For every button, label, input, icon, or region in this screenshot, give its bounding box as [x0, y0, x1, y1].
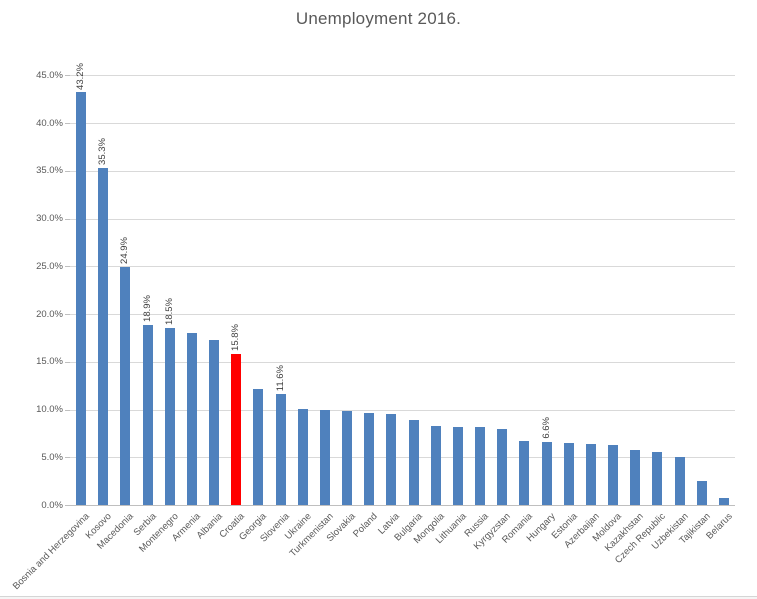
bar-serbia	[142, 324, 153, 505]
bar-bulgaria	[408, 420, 419, 505]
bar-bosnia-and-herzegovina	[76, 92, 87, 505]
y-axis-tick	[65, 409, 70, 411]
data-label-serbia: 18.9%	[141, 294, 153, 322]
y-axis-label: 25.0%	[36, 260, 63, 272]
y-axis-tick	[65, 218, 70, 220]
bar-estonia	[563, 442, 574, 505]
gridline-40	[70, 123, 735, 124]
y-axis-tick	[65, 505, 70, 506]
data-label-hungary: 6.6%	[540, 417, 552, 439]
y-axis-label: 20.0%	[36, 308, 63, 320]
y-axis-label: 10.0%	[36, 404, 63, 415]
bar-poland	[364, 413, 375, 505]
y-axis-label: 5.0%	[41, 451, 63, 463]
bar-georgia	[253, 389, 264, 505]
gridline-45	[70, 75, 735, 77]
bar-uzbekistan	[674, 457, 685, 505]
y-axis-label: 35.0%	[36, 165, 63, 177]
y-axis-label: 15.0%	[36, 356, 63, 368]
y-axis-label: 40.0%	[36, 117, 63, 129]
window-bottom-edge	[0, 596, 757, 599]
bar-ukraine	[297, 408, 308, 505]
y-axis-tick	[65, 75, 70, 77]
bar-slovenia	[275, 394, 286, 505]
bar-romania	[519, 441, 530, 505]
y-axis-tick	[65, 123, 70, 124]
y-axis-tick	[65, 170, 70, 172]
data-label-montenegro: 18.5%	[163, 298, 175, 326]
bar-croatia	[231, 354, 242, 505]
bar-macedonia	[120, 267, 131, 505]
x-axis-line	[70, 505, 735, 506]
bar-belarus	[718, 498, 729, 505]
bar-kosovo	[98, 167, 109, 505]
bar-tajikistan	[696, 481, 707, 505]
bar-turkmenistan	[319, 409, 330, 505]
y-axis-tick	[65, 457, 70, 459]
y-axis-label: 45.0%	[36, 69, 63, 81]
data-label-slovenia: 11.6%	[274, 365, 286, 392]
bar-hungary	[541, 441, 552, 505]
data-label-macedonia: 24.9%	[119, 237, 131, 265]
data-label-bosnia-and-herzegovina: 43.2%	[75, 62, 87, 90]
bar-moldova	[608, 444, 619, 505]
bar-russia	[475, 426, 486, 505]
bar-lithuania	[452, 426, 463, 505]
bar-armenia	[186, 333, 197, 505]
bar-latvia	[386, 414, 397, 505]
gridline-20	[70, 314, 735, 315]
gridline-35	[70, 170, 735, 172]
data-label-croatia: 15.8%	[230, 324, 242, 352]
y-axis-tick	[65, 266, 70, 268]
y-axis-label: 30.0%	[36, 213, 63, 224]
gridline-10	[70, 409, 735, 411]
bar-kazakhstan	[630, 449, 641, 505]
bar-albania	[209, 339, 220, 505]
bar-mongolia	[430, 425, 441, 505]
bar-azerbaijan	[585, 443, 596, 505]
chart-title: Unemployment 2016.	[295, 9, 462, 28]
bar-czech-republic	[652, 451, 663, 505]
gridline-30	[70, 218, 735, 220]
bar-slovakia	[342, 411, 353, 505]
y-axis-label: 0.0%	[41, 499, 63, 511]
gridline-5	[70, 457, 735, 459]
gridline-25	[70, 266, 735, 268]
bar-kyrgyzstan	[497, 428, 508, 505]
y-axis-tick	[65, 314, 70, 315]
gridline-15	[70, 361, 735, 363]
y-axis-tick	[65, 361, 70, 363]
bar-montenegro	[164, 328, 175, 505]
data-label-kosovo: 35.3%	[97, 137, 109, 165]
